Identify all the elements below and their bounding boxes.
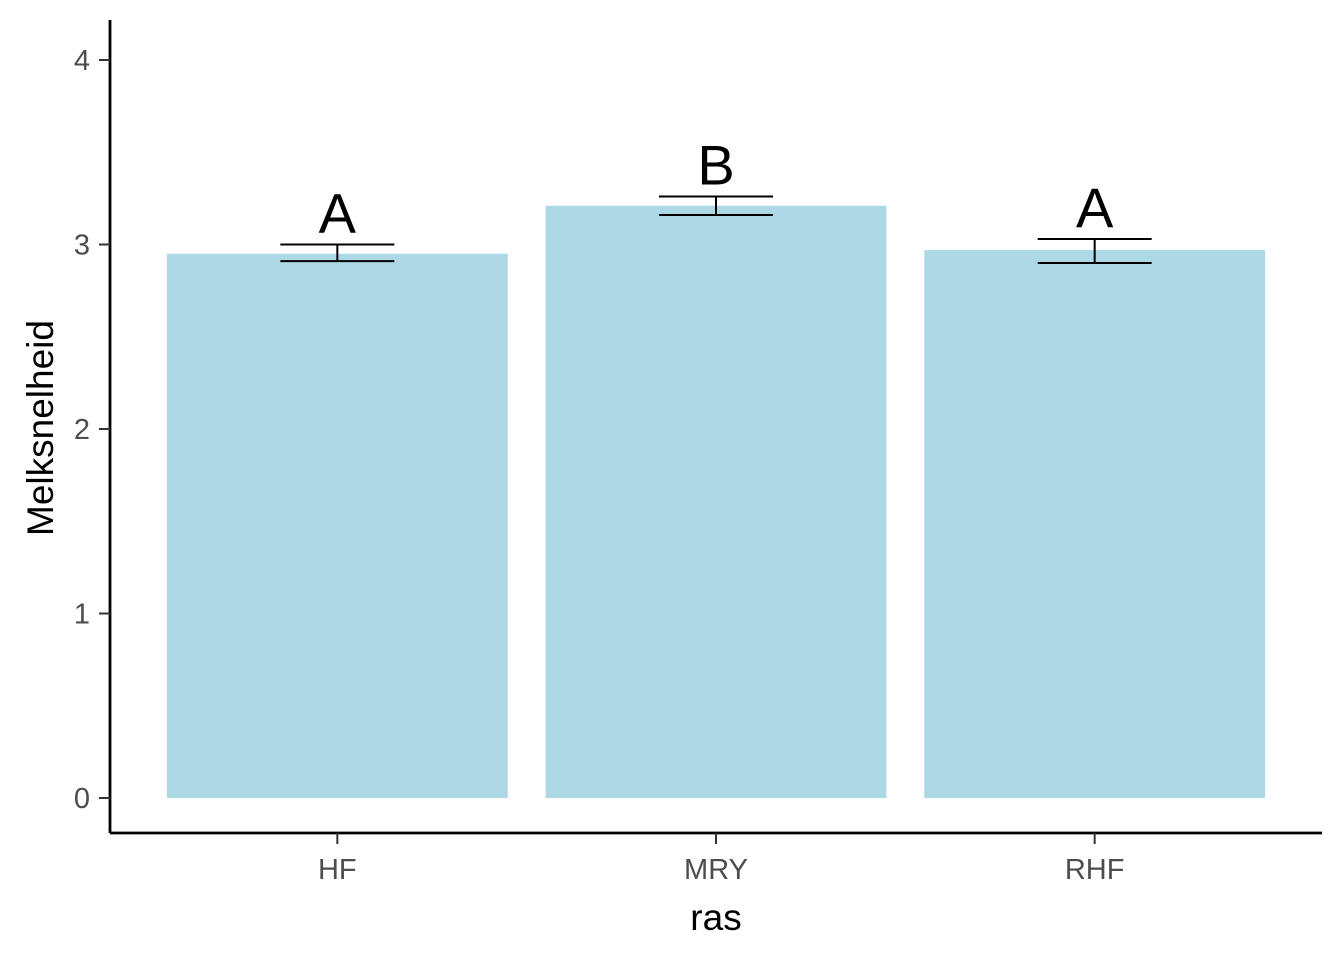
bar-hf bbox=[166, 253, 508, 799]
y-ticks-layer: 0 1 2 3 4 bbox=[74, 45, 110, 815]
y-tick-label-3: 3 bbox=[74, 230, 90, 262]
error-bars-layer bbox=[280, 195, 1152, 264]
error-bar-hf bbox=[280, 243, 395, 263]
x-ticks-layer: HF MRY RHF bbox=[318, 833, 1124, 886]
x-tick-label-hf: HF bbox=[318, 854, 357, 886]
x-axis-title: ras bbox=[690, 897, 741, 938]
x-tick-label-mry: MRY bbox=[684, 854, 748, 886]
y-tick-label-1: 1 bbox=[74, 599, 90, 631]
significance-label-hf: A bbox=[319, 182, 357, 245]
x-tick-label-rhf: RHF bbox=[1065, 854, 1125, 886]
bars-layer bbox=[166, 205, 1266, 799]
error-bar-mry bbox=[659, 195, 773, 216]
significance-labels-layer: ABA bbox=[319, 134, 1114, 245]
bar-rhf bbox=[924, 250, 1266, 798]
y-tick-label-2: 2 bbox=[74, 414, 90, 446]
y-tick-label-0: 0 bbox=[74, 783, 90, 815]
bar-mry bbox=[545, 205, 887, 798]
significance-label-mry: B bbox=[697, 134, 734, 197]
y-axis-title: Melksnelheid bbox=[20, 320, 61, 536]
error-bar-rhf bbox=[1037, 237, 1152, 264]
y-tick-label-4: 4 bbox=[74, 45, 90, 77]
significance-label-rhf: A bbox=[1076, 176, 1114, 239]
